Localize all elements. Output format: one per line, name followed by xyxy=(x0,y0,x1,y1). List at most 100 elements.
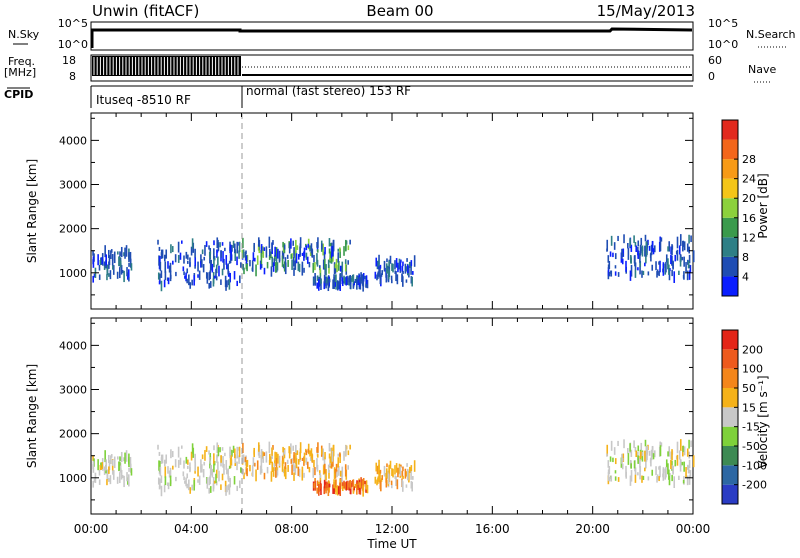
velocity-echo xyxy=(310,448,313,459)
power-echo xyxy=(617,272,620,277)
power-echo xyxy=(277,248,279,259)
power-echo xyxy=(379,266,381,279)
power-echo xyxy=(123,252,125,257)
power-echo xyxy=(217,256,219,266)
velocity-echo xyxy=(216,454,219,458)
power-echo xyxy=(688,254,691,264)
power-echo xyxy=(227,263,229,275)
velocity-echo xyxy=(276,467,278,471)
power-echo xyxy=(266,261,269,269)
velocity-echo xyxy=(128,482,130,487)
velocity-color-segment xyxy=(722,465,738,485)
power-echo xyxy=(679,234,682,246)
velocity-echo xyxy=(667,451,669,457)
power-echo xyxy=(194,265,196,269)
x-tick-label: 04:00 xyxy=(174,522,209,536)
power-ytick-label: 2000 xyxy=(59,223,87,236)
velocity-echo xyxy=(320,483,322,489)
velocity-echo xyxy=(642,475,645,480)
power-echo xyxy=(324,247,326,255)
power-echo xyxy=(332,279,334,289)
power-echo xyxy=(688,264,691,269)
velocity-echo xyxy=(191,443,194,454)
velocity-echo xyxy=(411,481,413,492)
velocity-echo xyxy=(110,455,112,465)
power-echo xyxy=(337,252,340,263)
power-echo xyxy=(320,281,322,290)
power-echo xyxy=(669,268,671,272)
velocity-echo xyxy=(182,471,185,477)
power-echo xyxy=(688,246,690,254)
power-echo xyxy=(329,251,332,263)
power-echo xyxy=(234,249,237,259)
velocity-echo xyxy=(336,485,339,496)
velocity-echo xyxy=(378,471,380,481)
velocity-echo xyxy=(333,467,336,479)
velocity-echo xyxy=(412,476,414,480)
velocity-echo xyxy=(308,466,311,473)
velocity-echo xyxy=(332,484,334,494)
velocity-echo xyxy=(335,486,337,495)
velocity-echo xyxy=(689,470,692,479)
velocity-echo xyxy=(129,456,132,466)
velocity-echo xyxy=(406,463,408,467)
power-echo xyxy=(165,249,168,259)
power-echo xyxy=(667,258,669,270)
velocity-color-segment xyxy=(722,330,738,350)
velocity-echo xyxy=(668,469,670,480)
velocity-echo xyxy=(644,450,646,462)
velocity-echo xyxy=(303,452,306,463)
velocity-echo xyxy=(328,483,331,488)
power-echo xyxy=(291,259,293,270)
power-echo xyxy=(410,263,412,275)
power-echo xyxy=(268,236,271,248)
velocity-echo xyxy=(301,469,304,481)
power-echo xyxy=(360,272,362,284)
velocity-echo xyxy=(260,457,263,470)
velocity-echo xyxy=(641,475,643,483)
power-echo xyxy=(395,271,397,282)
power-echo xyxy=(682,274,685,279)
power-echo xyxy=(672,260,674,270)
power-echo xyxy=(396,274,399,285)
power-echo xyxy=(213,275,216,279)
velocity-echo xyxy=(275,467,277,478)
power-echo xyxy=(313,277,316,284)
power-echo xyxy=(220,250,222,258)
velocity-echo xyxy=(349,480,352,489)
power-echo xyxy=(278,250,281,262)
power-echo xyxy=(334,263,337,269)
power-echo xyxy=(100,261,102,265)
power-echo xyxy=(127,269,130,279)
velocity-echo xyxy=(168,470,171,478)
velocity-echo xyxy=(158,485,161,490)
power-echo xyxy=(404,263,407,274)
power-echo xyxy=(637,267,639,271)
velocity-echo xyxy=(170,449,172,459)
power-echo xyxy=(230,250,233,260)
power-echo xyxy=(212,271,215,284)
velocity-echo xyxy=(203,461,206,466)
power-echo xyxy=(328,278,331,283)
velocity-echo xyxy=(658,466,660,470)
velocity-echo xyxy=(240,467,242,473)
velocity-echo xyxy=(307,448,310,453)
velocity-echo xyxy=(637,445,640,452)
velocity-color-segment xyxy=(722,407,738,427)
velocity-echo xyxy=(374,476,377,484)
velocity-echo xyxy=(386,475,389,479)
velocity-echo xyxy=(208,477,211,486)
power-echo xyxy=(323,251,326,261)
power-echo xyxy=(236,256,238,266)
velocity-echo xyxy=(127,474,130,484)
velocity-echo xyxy=(128,467,130,472)
velocity-tick-label: -15 xyxy=(742,421,760,434)
power-echo xyxy=(633,255,636,264)
power-echo xyxy=(215,268,217,279)
velocity-echo xyxy=(252,457,255,466)
power-echo xyxy=(347,245,350,251)
velocity-echo xyxy=(266,466,269,474)
velocity-echo xyxy=(316,458,318,470)
nave-label: Nave xyxy=(748,63,776,76)
velocity-echo xyxy=(169,467,172,478)
